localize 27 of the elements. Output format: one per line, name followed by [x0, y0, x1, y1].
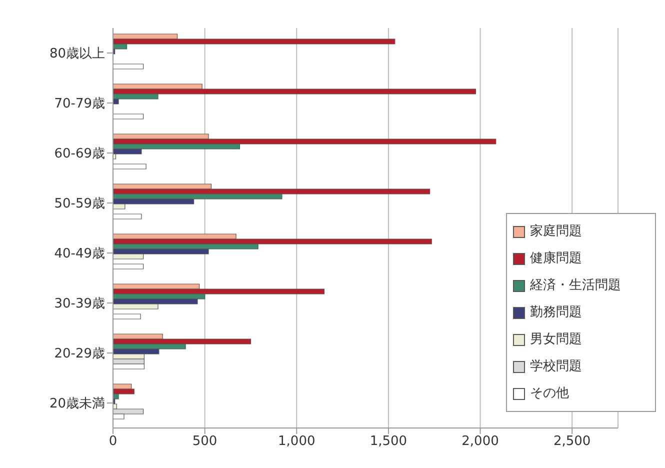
legend-label: 家庭問題 — [530, 223, 582, 241]
bar — [113, 314, 141, 320]
x-tick-label: 2,500 — [553, 434, 591, 450]
legend-label: 健康問題 — [530, 250, 582, 268]
y-tick-label: 50-59歳 — [54, 196, 105, 212]
bar — [113, 264, 144, 270]
y-tick-label: 20歳未満 — [49, 396, 105, 412]
legend-label: 男女問題 — [530, 331, 582, 349]
x-tick-label: 1,500 — [370, 434, 408, 450]
y-tick-label: 80歳以上 — [49, 46, 105, 62]
x-tick-label: 1,000 — [278, 434, 316, 450]
bar — [113, 214, 142, 220]
y-tick-label: 20-29歳 — [54, 346, 105, 362]
x-tick-label: 500 — [192, 434, 218, 450]
x-tick-label: 2,000 — [462, 434, 499, 450]
x-tick-label: 0 — [108, 434, 118, 450]
bar — [113, 64, 144, 70]
legend-label: 勤務問題 — [530, 304, 582, 322]
y-tick-label: 70-79歳 — [54, 96, 105, 112]
y-tick-label: 40-49歳 — [54, 246, 105, 262]
legend-label: 学校問題 — [530, 358, 582, 376]
y-tick-label: 60-69歳 — [54, 146, 105, 162]
legend-label: その他 — [530, 385, 569, 403]
legend-label: 経済・生活問題 — [530, 277, 621, 295]
y-tick-label: 30-39歳 — [54, 296, 105, 312]
bar — [113, 164, 146, 170]
bar — [113, 114, 144, 120]
